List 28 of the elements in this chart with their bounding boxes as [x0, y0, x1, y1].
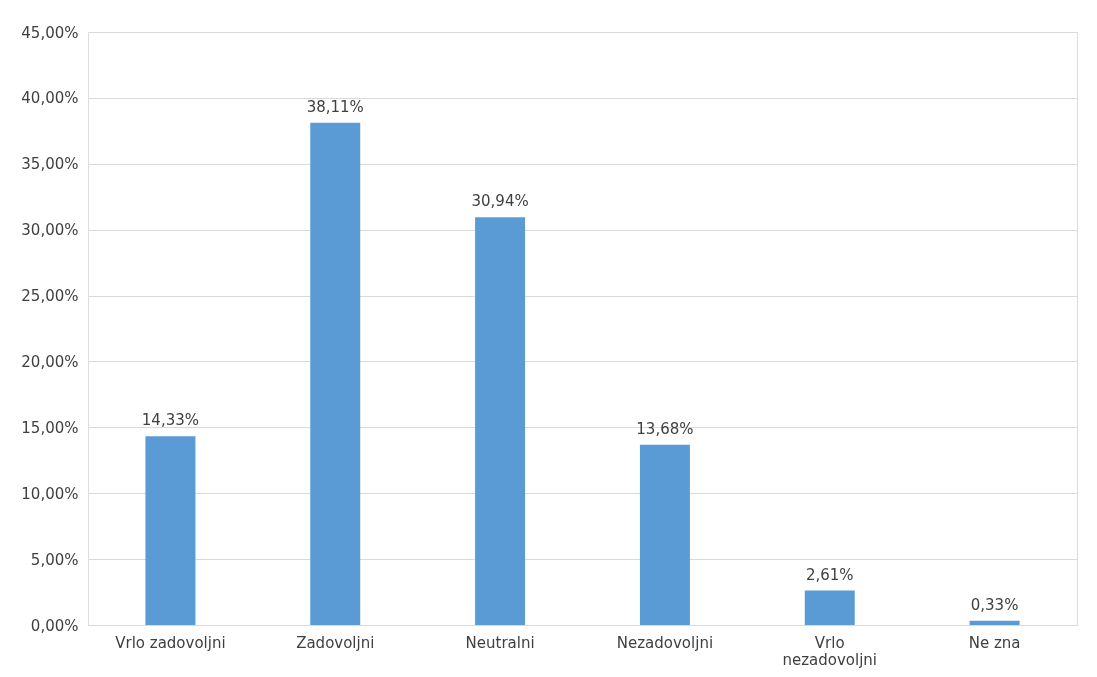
x-tick-label: Vrlo nezadovoljni — [782, 633, 878, 669]
data-label: 14,33% — [141, 411, 200, 430]
x-tick-label: Nezadovoljni — [616, 633, 714, 652]
bar — [145, 436, 196, 625]
y-tick-label: 10,00% — [21, 484, 79, 503]
data-label: 13,68% — [636, 419, 694, 438]
bar — [475, 217, 526, 625]
y-tick-label: 40,00% — [21, 89, 79, 108]
x-tick-label: Zadovoljni — [296, 633, 375, 652]
y-tick-label: 20,00% — [21, 352, 79, 371]
data-label: 2,61% — [805, 565, 854, 584]
x-tick-label: Vrlo zadovoljni — [115, 633, 226, 652]
x-tick-label: Neutralni — [465, 633, 535, 652]
y-tick-label: 0,00% — [30, 616, 79, 635]
data-label: 0,33% — [970, 595, 1019, 614]
y-tick-label: 5,00% — [30, 550, 79, 569]
y-tick-label: 45,00% — [21, 23, 79, 42]
bar — [969, 620, 1020, 625]
y-tick-label: 35,00% — [21, 155, 79, 174]
y-tick-label: 30,00% — [21, 221, 79, 240]
bar — [310, 122, 361, 625]
data-label: 38,11% — [306, 97, 364, 116]
x-tick-label: Ne zna — [968, 633, 1021, 652]
y-tick-label: 15,00% — [21, 418, 79, 437]
data-label: 30,94% — [471, 192, 529, 211]
bar — [639, 444, 690, 625]
bar — [804, 590, 855, 625]
y-tick-label: 25,00% — [21, 287, 79, 306]
